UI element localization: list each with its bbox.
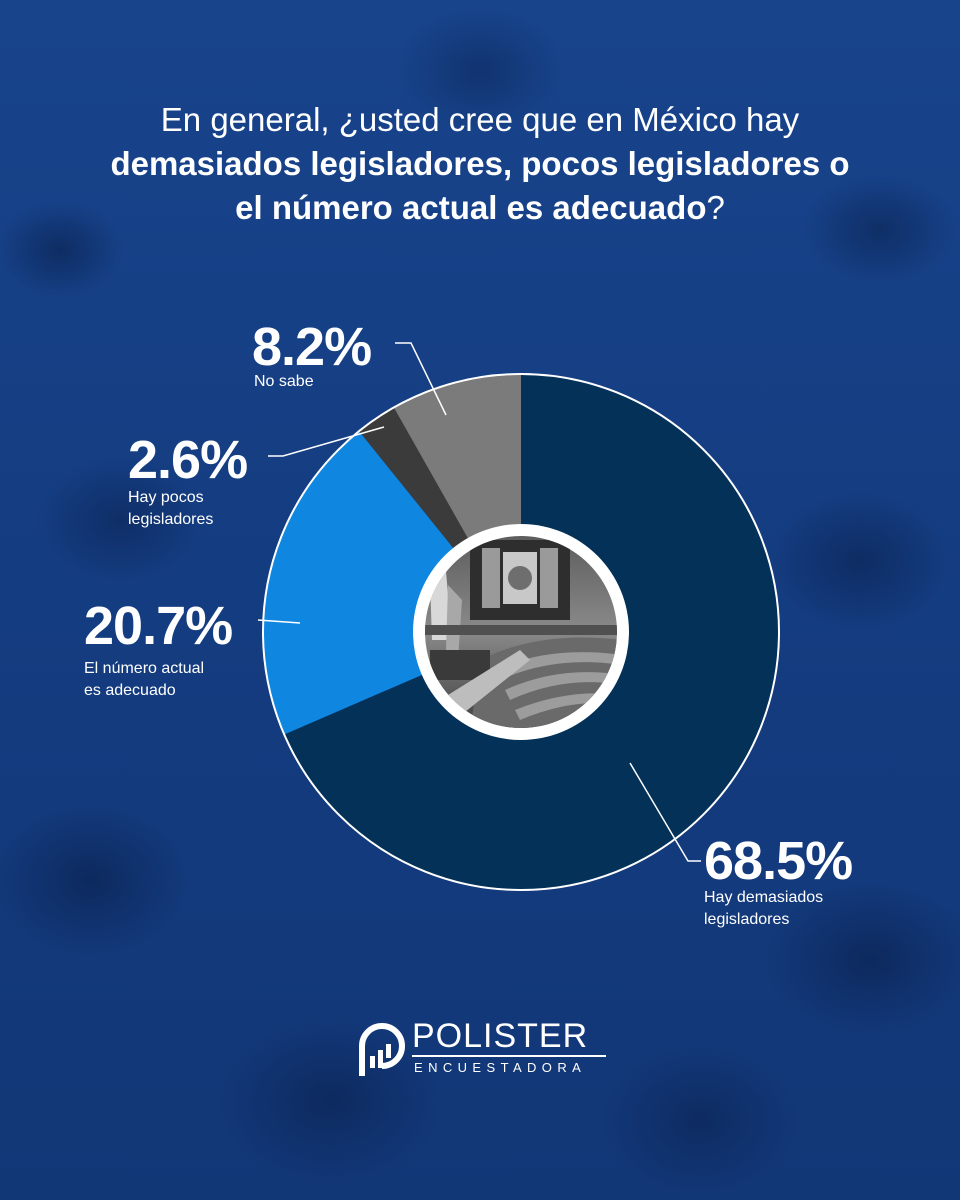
slice-label-pct-adecuado: 20.7%	[84, 596, 233, 656]
slice-label-pct-pocos: 2.6%	[128, 430, 248, 490]
caption-line: legisladores	[704, 911, 790, 928]
caption-line: es adecuado	[84, 682, 176, 699]
slice-label-pct-no-sabe: 8.2%	[252, 317, 372, 377]
brand-name: POLISTER	[412, 1017, 589, 1055]
brand-divider	[412, 1055, 606, 1057]
title-line-3: el número actual es adecuado	[235, 189, 707, 226]
title-line-1: En general, ¿usted cree que en México ha…	[160, 101, 800, 138]
slice-caption-pocos: Hay pocos legisladores	[128, 487, 213, 531]
caption-line: legisladores	[128, 511, 214, 528]
caption-line: Hay pocos	[128, 489, 204, 506]
leader-line-no-sabe	[395, 342, 447, 416]
donut-outline	[262, 373, 780, 891]
caption-line: El número actual	[84, 660, 205, 677]
polister-logo: POLISTER ENCUESTADORA	[356, 1016, 608, 1082]
leader-lines	[257, 342, 701, 862]
slice-caption-demasiados: Hay demasiados legisladores	[704, 887, 823, 931]
caption-line: Hay demasiados	[704, 889, 824, 906]
bar-chart-arch-icon	[359, 1023, 406, 1076]
leader-line-adecuado	[257, 619, 301, 624]
leader-line-pocos	[268, 426, 385, 457]
slice-caption-no-sabe: No sabe	[254, 371, 314, 393]
chart-title: En general, ¿usted cree que en México ha…	[60, 98, 900, 230]
title-line-2: demasiados legisladores, pocos legislado…	[110, 145, 850, 182]
caption-line: No sabe	[254, 373, 314, 390]
slice-caption-adecuado: El número actual es adecuado	[84, 658, 204, 702]
brand-tagline: ENCUESTADORA	[414, 1060, 587, 1075]
title-question-mark: ?	[706, 189, 725, 226]
slice-label-pct-demasiados: 68.5%	[704, 831, 853, 891]
leader-line-demasiados	[629, 762, 701, 862]
